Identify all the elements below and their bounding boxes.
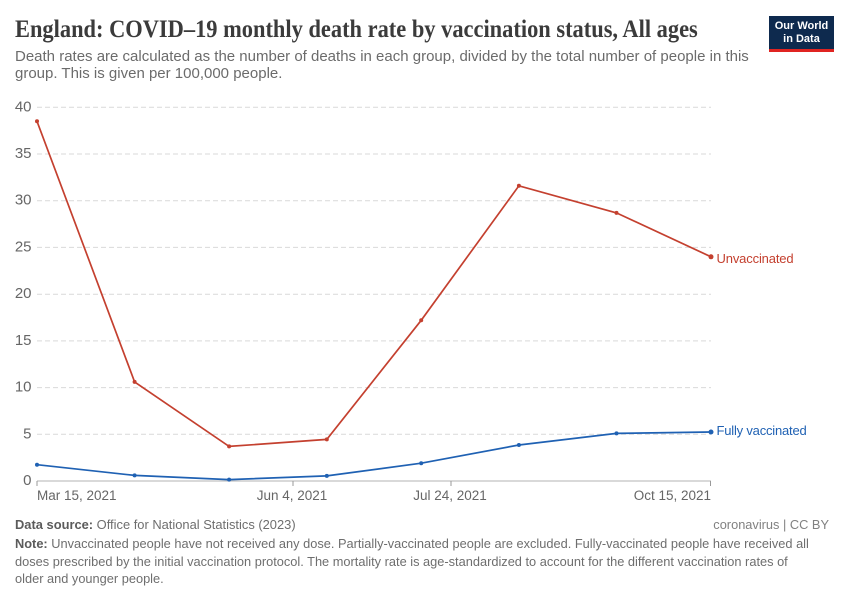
svg-text:Jul 24, 2021: Jul 24, 2021 (413, 488, 487, 503)
svg-text:0: 0 (23, 472, 31, 489)
svg-text:Unvaccinated: Unvaccinated (717, 251, 794, 266)
svg-text:25: 25 (15, 238, 32, 255)
svg-text:Jun 4, 2021: Jun 4, 2021 (257, 488, 328, 503)
svg-text:30: 30 (15, 192, 32, 209)
svg-text:5: 5 (23, 425, 31, 442)
svg-text:20: 20 (15, 285, 32, 302)
svg-text:Oct 15, 2021: Oct 15, 2021 (634, 488, 711, 503)
svg-text:35: 35 (15, 145, 32, 162)
svg-text:10: 10 (15, 379, 32, 396)
svg-text:40: 40 (15, 98, 32, 115)
svg-text:Mar 15, 2021: Mar 15, 2021 (37, 488, 117, 503)
svg-text:Fully vaccinated: Fully vaccinated (717, 423, 807, 438)
svg-text:15: 15 (15, 332, 32, 349)
